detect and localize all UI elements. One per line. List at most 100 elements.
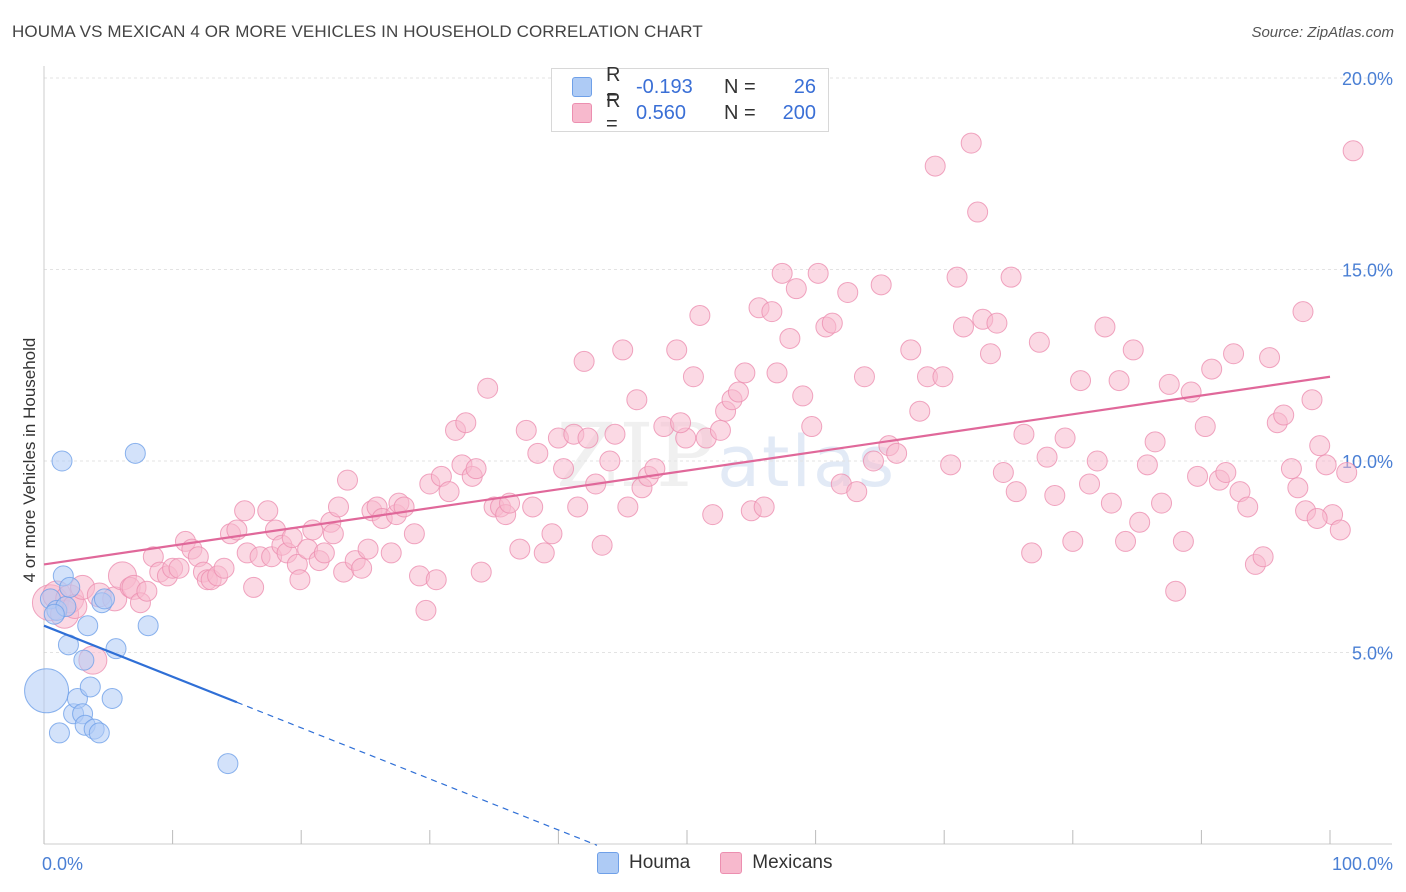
houma-point <box>73 649 95 671</box>
mexicans-point <box>234 500 256 522</box>
mexicans-trend-line <box>43 375 1331 566</box>
mexicans-point <box>567 496 589 518</box>
houma-point <box>124 442 146 464</box>
mexicans-point <box>380 542 402 564</box>
mexicans-point <box>1336 461 1358 483</box>
mexicans-point <box>1158 373 1180 395</box>
mexicans-point <box>415 599 437 621</box>
mexicans-point <box>900 339 922 361</box>
houma-point <box>59 576 81 598</box>
mexicans-point <box>1237 496 1259 518</box>
mexicans-point <box>821 312 843 334</box>
mexicans-point <box>1306 507 1328 529</box>
legend-r-label: R = <box>606 64 621 109</box>
mexicans-point <box>1028 331 1050 353</box>
houma-trend-line <box>43 624 238 704</box>
mexicans-point <box>761 301 783 323</box>
legend-n-value: 26 <box>793 75 816 98</box>
mexicans-point <box>573 350 595 372</box>
mexicans-point <box>351 557 373 579</box>
mexicans-point <box>527 442 549 464</box>
mexicans-point <box>909 400 931 422</box>
mexicans-point <box>1021 542 1043 564</box>
mexicans-point <box>1252 546 1274 568</box>
houma-point <box>51 450 73 472</box>
houma-point <box>101 687 123 709</box>
mexicans-point <box>702 504 724 526</box>
mexicans-point <box>357 538 379 560</box>
mexicans-point <box>257 500 279 522</box>
legend: R = -0.193 N = 26 R = 0.560 N = 200 <box>551 64 829 135</box>
mexicans-point <box>425 569 447 591</box>
mexicans-point <box>1000 266 1022 288</box>
mexicans-point <box>979 343 1001 365</box>
mexicans-point <box>1144 431 1166 453</box>
mexicans-point <box>591 534 613 556</box>
mexicans-point <box>846 481 868 503</box>
houma-trend-extension <box>236 701 598 846</box>
bottom-legend: Houma Mexicans <box>597 852 863 874</box>
y-tick-label: 15.0% <box>1342 261 1393 281</box>
mexicans-point <box>1079 473 1101 495</box>
mexicans-point <box>313 542 335 564</box>
bottom-legend-houma: Houma <box>597 852 690 874</box>
mexicans-point <box>792 385 814 407</box>
mexicans-point <box>1094 316 1116 338</box>
mexicans-point <box>853 366 875 388</box>
houma-point <box>105 638 127 660</box>
y-tick-label: 20.0% <box>1342 69 1393 89</box>
mexicans-point <box>327 496 349 518</box>
mexicans-point <box>1215 461 1237 483</box>
mexicans-point <box>689 304 711 326</box>
mexicans-point <box>986 312 1008 334</box>
bottom-legend-label-houma: Houma <box>629 852 691 873</box>
mexicans-point <box>1259 347 1281 369</box>
mexicans-point <box>1013 423 1035 445</box>
bottom-legend-swatch-houma <box>597 852 619 874</box>
mexicans-point <box>1301 389 1323 411</box>
mexicans-point <box>1172 530 1194 552</box>
y-tick-label: 5.0% <box>1352 644 1393 664</box>
mexicans-point <box>870 274 892 296</box>
y-axis-label: 4 or more Vehicles in Household <box>20 337 39 583</box>
chart-title: HOUMA VS MEXICAN 4 OR MORE VEHICLES IN H… <box>12 22 703 41</box>
mexicans-point <box>1329 519 1351 541</box>
houma-point <box>217 753 239 775</box>
mexicans-point <box>577 427 599 449</box>
houma-point <box>77 615 99 637</box>
mexicans-point <box>837 281 859 303</box>
houma-point <box>48 722 70 744</box>
bottom-legend-swatch-mexicans <box>720 852 743 874</box>
houma-point <box>93 588 115 610</box>
mexicans-point <box>470 561 492 583</box>
mexicans-point <box>946 266 968 288</box>
mexicans-point <box>533 542 555 564</box>
mexicans-point <box>1129 511 1151 533</box>
mexicans-point <box>779 327 801 349</box>
mexicans-point <box>136 580 158 602</box>
mexicans-point <box>940 454 962 476</box>
mexicans-point <box>289 569 311 591</box>
mexicans-point <box>1054 427 1076 449</box>
mexicans-point <box>168 557 190 579</box>
mexicans-point <box>1315 454 1337 476</box>
mexicans-point <box>509 538 531 560</box>
mexicans-point <box>1187 465 1209 487</box>
legend-row-mexicans: R = 0.560 N = 200 <box>572 90 816 135</box>
mexicans-point <box>771 262 793 284</box>
mexicans-point <box>1223 343 1245 365</box>
mexicans-point <box>1044 484 1066 506</box>
mexicans-point <box>1062 530 1084 552</box>
mexicans-point <box>455 412 477 434</box>
mexicans-point <box>243 576 265 598</box>
mexicans-point <box>1151 492 1173 514</box>
x-tick-label: 0.0% <box>42 854 83 874</box>
legend-n-label: N = <box>724 75 756 98</box>
mexicans-point <box>1108 370 1130 392</box>
mexicans-point <box>785 278 807 300</box>
legend-n-value: 200 <box>782 101 816 124</box>
mexicans-point <box>1165 580 1187 602</box>
houma-point <box>137 615 159 637</box>
legend-r-value: -0.193 <box>636 75 693 98</box>
